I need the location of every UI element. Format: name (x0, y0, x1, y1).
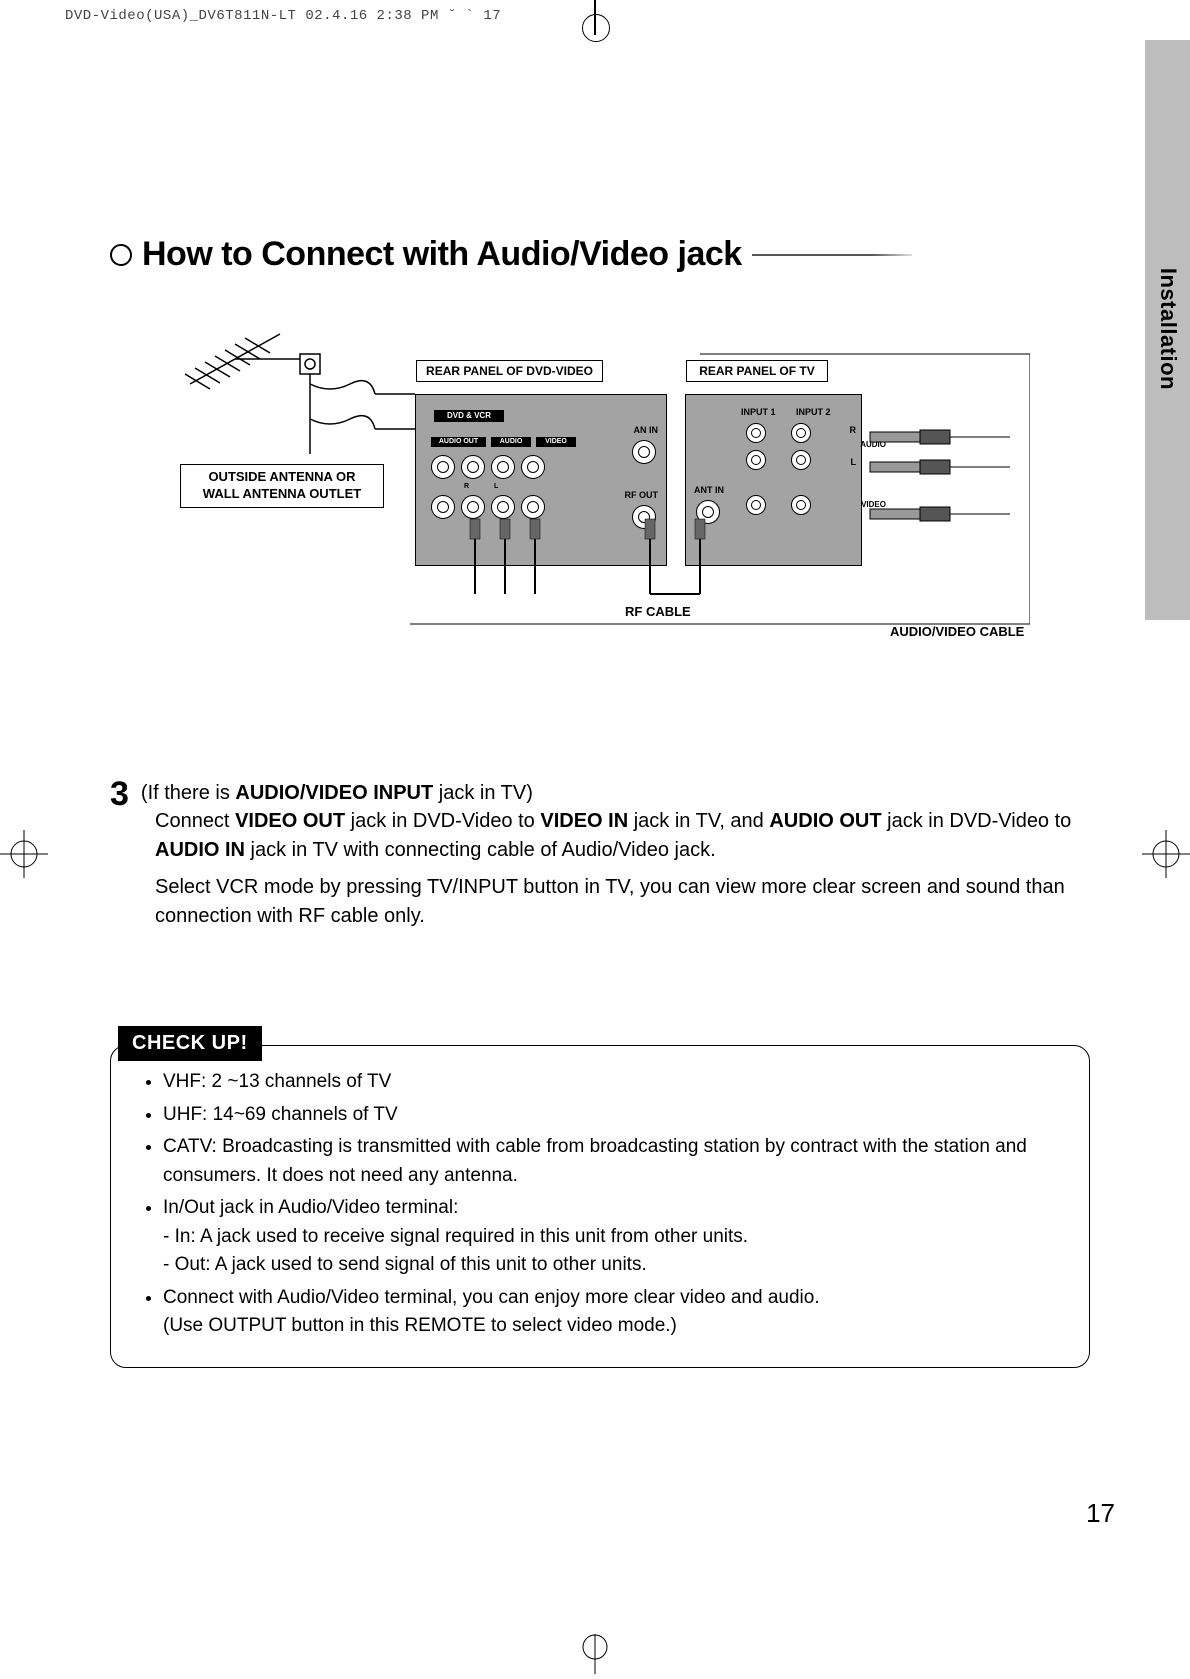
text-bold: AUDIO OUT (769, 810, 881, 832)
l-label: L (851, 457, 857, 467)
text-bold: VIDEO OUT (235, 810, 345, 832)
checkup-subitem: (Use OUTPUT button in this REMOTE to sel… (163, 1312, 1059, 1341)
text-bold: AUDIO/VIDEO INPUT (235, 782, 433, 804)
checkup-item: CATV: Broadcasting is transmitted with c… (163, 1133, 1059, 1190)
jack-icon (491, 495, 515, 519)
text-bold: VIDEO IN (540, 810, 628, 832)
ant-in-label: ANT IN (694, 485, 724, 495)
antenna-label: OUTSIDE ANTENNA OR WALL ANTENNA OUTLET (180, 464, 384, 508)
jack-icon (461, 455, 485, 479)
jack-icon (791, 423, 811, 443)
input1-label: INPUT 1 (741, 407, 776, 417)
video-tv-label: VIDEO (861, 500, 886, 509)
text: jack in DVD-Video to (345, 810, 540, 832)
antenna-label-line1: OUTSIDE ANTENNA OR (208, 469, 355, 484)
rf-out-jack-icon (632, 505, 656, 529)
text: (If there is (141, 782, 235, 804)
jack-icon (431, 455, 455, 479)
jack-icon (431, 495, 455, 519)
step-3: 3 (If there is AUDIO/VIDEO INPUT jack in… (110, 779, 1090, 931)
checkup-item: VHF: 2 ~13 channels of TV (163, 1068, 1059, 1097)
connection-diagram: OUTSIDE ANTENNA OR WALL ANTENNA OUTLET R… (110, 324, 1030, 724)
audio-tv-label: AUDIO (860, 440, 886, 449)
jack-icon (746, 450, 766, 470)
l-small-label: L (494, 483, 498, 490)
page-number: 17 (1086, 1498, 1115, 1529)
rf-cable-label: RF CABLE (625, 604, 691, 619)
checkup-item: UHF: 14~69 channels of TV (163, 1101, 1059, 1130)
checkup-item: Connect with Audio/Video terminal, you c… (163, 1284, 1059, 1341)
audio-label: AUDIO (491, 437, 531, 447)
rf-out-label: RF OUT (625, 490, 659, 500)
r-label: R (850, 425, 857, 435)
dvd-rear-panel: REAR PANEL OF DVD-VIDEO DVD & VCR AUDIO … (415, 394, 667, 566)
crop-mark-left-icon (0, 830, 48, 878)
text: jack in TV, and (628, 810, 769, 832)
section-tab: Installation (1145, 40, 1190, 620)
antenna-label-line2: WALL ANTENNA OUTLET (203, 486, 361, 501)
jack-icon (746, 423, 766, 443)
crop-mark-right-icon (1142, 830, 1190, 878)
text: Connect with Audio/Video terminal, you c… (163, 1287, 820, 1308)
tv-panel-label: REAR PANEL OF TV (686, 360, 828, 382)
jack-icon (791, 450, 811, 470)
tv-rear-panel: REAR PANEL OF TV INPUT 1 INPUT 2 R AUDIO… (685, 394, 862, 566)
page-title: How to Connect with Audio/Video jack (142, 235, 742, 274)
step-number: 3 (110, 779, 129, 810)
text: jack in DVD-Video to (882, 810, 1072, 832)
jack-icon (521, 495, 545, 519)
step-intro: (If there is AUDIO/VIDEO INPUT jack in T… (141, 782, 533, 804)
checkup-item: In/Out jack in Audio/Video terminal: - I… (163, 1194, 1059, 1280)
crop-circle-icon (582, 14, 610, 42)
jack-icon (521, 455, 545, 479)
crop-mark-bottom-icon (582, 1634, 608, 1679)
an-in-jack-icon (632, 440, 656, 464)
checkup-subitem: - Out: A jack used to send signal of thi… (163, 1251, 1059, 1280)
section-tab-label: Installation (1155, 268, 1181, 390)
jack-icon (461, 495, 485, 519)
page: DVD-Video(USA)_DV6T811N-LT 02.4.16 2:38 … (0, 0, 1190, 1679)
ant-in-jack-icon (696, 500, 720, 524)
step-paragraph-2: Select VCR mode by pressing TV/INPUT but… (155, 873, 1090, 931)
text: Connect (155, 810, 235, 832)
checkup-box: VHF: 2 ~13 channels of TV UHF: 14~69 cha… (110, 1045, 1090, 1368)
text: jack in TV) (433, 782, 533, 804)
text: jack in TV with connecting cable of Audi… (245, 839, 716, 861)
page-title-row: How to Connect with Audio/Video jack (110, 235, 1090, 274)
checkup-title: CHECK UP! (118, 1026, 262, 1061)
video-label: VIDEO (536, 437, 576, 447)
jack-icon (491, 455, 515, 479)
content-area: How to Connect with Audio/Video jack (110, 235, 1090, 1368)
r-small-label: R (464, 483, 469, 490)
checkup-subitem: - In: A jack used to receive signal requ… (163, 1223, 1059, 1252)
checkup-section: CHECK UP! VHF: 2 ~13 channels of TV UHF:… (110, 1026, 1090, 1368)
jack-icon (746, 495, 766, 515)
crop-header-text: DVD-Video(USA)_DV6T811N-LT 02.4.16 2:38 … (65, 8, 501, 24)
title-bullet-icon (110, 244, 132, 266)
title-rule-icon (752, 254, 912, 256)
step-paragraph-1: Connect VIDEO OUT jack in DVD-Video to V… (155, 807, 1090, 865)
dvd-panel-label: REAR PANEL OF DVD-VIDEO (416, 360, 603, 382)
av-cable-label: AUDIO/VIDEO CABLE (890, 624, 1024, 639)
input2-label: INPUT 2 (796, 407, 831, 417)
text-bold: AUDIO IN (155, 839, 245, 861)
an-in-label: AN IN (634, 425, 659, 435)
dvd-vcr-label: DVD & VCR (434, 410, 504, 422)
jack-icon (791, 495, 811, 515)
text: In/Out jack in Audio/Video terminal: (163, 1197, 458, 1218)
audio-out-label: AUDIO OUT (431, 437, 486, 447)
